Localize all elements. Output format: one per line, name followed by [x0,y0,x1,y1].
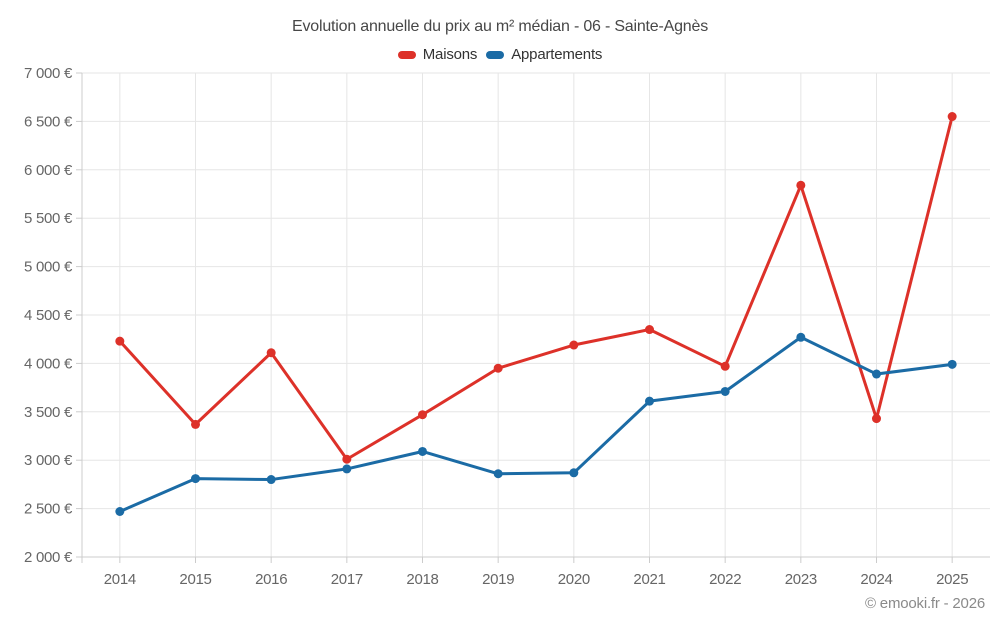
maisons-point-2016[interactable] [266,348,276,358]
y-tick-label-4000: 4 000 € [24,355,73,372]
y-tick-label-6000: 6 000 € [24,162,73,179]
maisons-point-2020[interactable] [569,340,579,350]
legend-item-appartements[interactable]: Appartements [486,46,602,63]
x-tick-label-2018: 2018 [406,571,438,588]
appartements-line [118,335,954,514]
copyright: © emooki.fr - 2026 [864,595,985,612]
x-tick-label-2020: 2020 [558,571,590,588]
y-tick-label-2000: 2 000 € [24,549,73,566]
y-tick-label-7000: 7 000 € [24,65,73,82]
y-tick-label-6500: 6 500 € [24,113,73,130]
maisons-series-swatch-icon [397,50,416,59]
appartements-point-2015[interactable] [191,474,200,484]
legend: Maisons Appartements [0,46,1000,63]
x-tick-label-2025: 2025 [936,571,968,588]
appartements-point-2020[interactable] [569,468,579,478]
appartements-point-2014[interactable] [115,507,125,517]
x-tick-label-2022: 2022 [709,571,741,588]
appartements-point-2018[interactable] [418,446,427,456]
x-tick-label-2017: 2017 [331,571,363,588]
maisons-point-2018[interactable] [418,410,427,420]
maisons-point-2021[interactable] [645,325,654,335]
y-tick-label-4500: 4 500 € [24,307,73,324]
maisons-point-2015[interactable] [191,419,200,429]
appartements-point-2024[interactable] [872,369,881,379]
maisons-point-2022[interactable] [720,361,730,371]
y-tick-label-2500: 2 500 € [24,501,73,518]
maisons-point-2025[interactable] [947,112,957,122]
appartements-point-2021[interactable] [645,396,654,406]
appartements-series-swatch-icon [486,50,505,59]
appartements-point-2025[interactable] [947,359,957,369]
maisons-point-2017[interactable] [342,454,352,464]
y-tick-label-3000: 3 000 € [24,452,73,469]
appartements-point-2016[interactable] [266,475,276,485]
x-tick-label-2019: 2019 [482,571,514,588]
chart-title: Evolution annuelle du prix au m² médian … [292,18,708,35]
maisons-point-2019[interactable] [493,363,503,373]
maisons-point-2023[interactable] [796,180,806,190]
appartements-point-2017[interactable] [342,464,352,474]
x-tick-label-2016: 2016 [255,571,287,588]
y-tick-label-5000: 5 000 € [24,259,73,276]
appartements-point-2022[interactable] [720,386,730,396]
x-tick-label-2015: 2015 [179,571,211,588]
maisons-point-2014[interactable] [115,336,125,346]
appartements-point-2023[interactable] [796,332,806,342]
y-tick-label-3500: 3 500 € [24,404,73,421]
x-tick-label-2014: 2014 [104,571,136,588]
appartements-point-2019[interactable] [493,469,503,479]
x-tick-label-2023: 2023 [785,571,817,588]
maisons-point-2024[interactable] [872,414,881,424]
x-tick-label-2021: 2021 [633,571,665,588]
legend-label-maisons: Maisons [422,46,478,63]
x-tick-label-2024: 2024 [860,571,892,588]
y-tick-label-5500: 5 500 € [24,210,73,227]
legend-label-appartements: Appartements [511,46,603,63]
legend-item-maisons[interactable]: Maisons [397,46,478,63]
maisons-line [118,115,954,461]
